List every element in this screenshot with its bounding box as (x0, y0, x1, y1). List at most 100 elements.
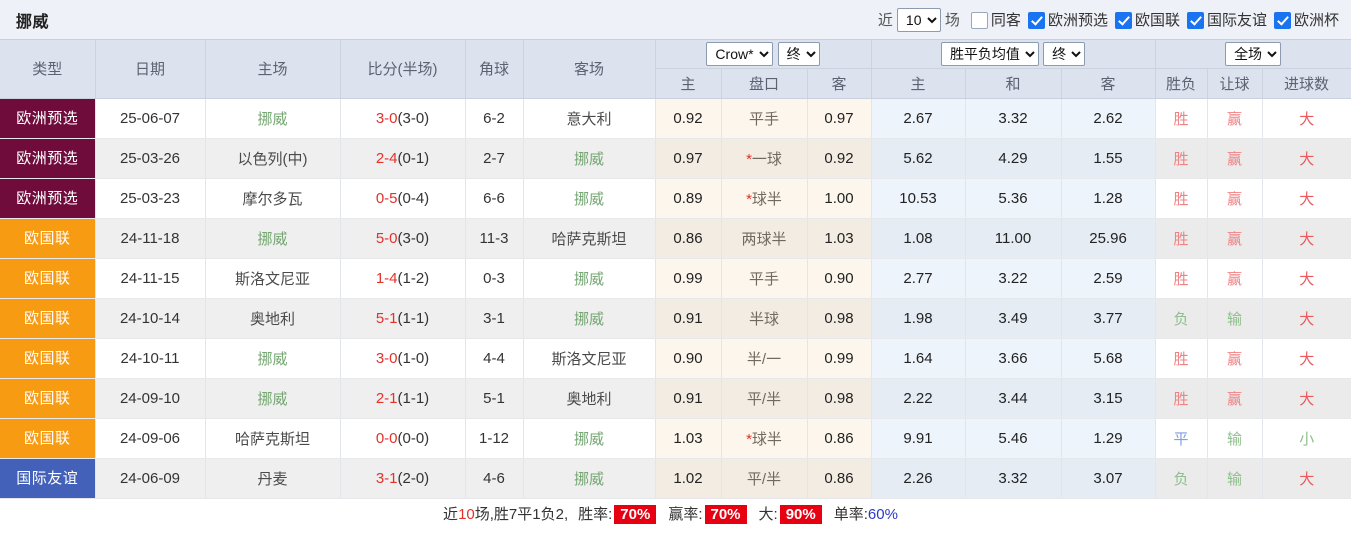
score-halftime: (0-1) (397, 149, 430, 167)
row-home-team[interactable]: 丹麦 (205, 458, 341, 499)
row-home-team[interactable]: 挪威 (205, 378, 341, 419)
home-team-name[interactable]: 挪威 (257, 110, 288, 128)
row-home-team[interactable]: 挪威 (205, 98, 341, 139)
home-team-name[interactable]: 挪威 (257, 230, 288, 248)
row-handicap-away: 0.97 (807, 98, 872, 139)
table-row[interactable]: 欧国联 24-11-18 挪威 5-0(3-0) 11-3 哈萨克斯坦 0.86 两球半 1.0… (0, 218, 1351, 259)
comp-checkbox-euro-qualifier[interactable] (1027, 12, 1045, 29)
odds-type-select[interactable]: 胜平负均值 (940, 41, 1039, 66)
row-away-team[interactable]: 斯洛文尼亚 (523, 338, 656, 379)
home-team-name[interactable]: 哈萨克斯坦 (234, 430, 310, 448)
row-home-team[interactable]: 奥地利 (205, 298, 341, 339)
away-team-name[interactable]: 奥地利 (566, 390, 612, 408)
score-text: 0-5(0-4) (376, 190, 429, 207)
odds-home-value: 2.77 (903, 269, 933, 287)
row-home-team[interactable]: 挪威 (205, 218, 341, 259)
odds-away-value: 1.55 (1093, 149, 1123, 167)
away-team-name[interactable]: 挪威 (573, 270, 604, 288)
table-row[interactable]: 欧国联 24-09-06 哈萨克斯坦 0-0(0-0) 1-12 挪威 1.03 *球半 0.8… (0, 418, 1351, 459)
handicap-home-odds: 0.91 (673, 389, 703, 407)
home-team-name[interactable]: 挪威 (257, 390, 288, 408)
recent-count-select[interactable]: 10 (896, 7, 941, 32)
odds-draw-value: 5.36 (998, 189, 1028, 207)
table-row[interactable]: 国际友谊 24-06-09 丹麦 3-1(2-0) 4-6 挪威 1.02 平/半 0.86 2.… (0, 458, 1351, 499)
home-team-name[interactable]: 斯洛文尼亚 (234, 270, 310, 288)
home-team-name[interactable]: 奥地利 (249, 310, 295, 328)
score-fulltime: 0-0 (375, 429, 398, 447)
table-row[interactable]: 欧国联 24-10-11 挪威 3-0(1-0) 4-4 斯洛文尼亚 0.90 半/一 0.99… (0, 338, 1351, 379)
score-text: 0-0(0-0) (376, 430, 429, 447)
date-text: 24-11-18 (120, 229, 180, 247)
row-handicap-line: 平手 (721, 258, 808, 299)
same-away-checkbox[interactable] (970, 12, 988, 29)
row-odds-away: 3.07 (1061, 458, 1156, 499)
row-home-team[interactable]: 摩尔多瓦 (205, 178, 341, 219)
big-rate-label: 大: (758, 506, 778, 523)
col-handicap-line: 盘口 (721, 68, 808, 99)
row-away-team[interactable]: 挪威 (523, 258, 656, 299)
row-date: 25-06-07 (95, 98, 206, 139)
row-home-team[interactable]: 以色列(中) (205, 138, 341, 179)
away-team-name[interactable]: 哈萨克斯坦 (551, 230, 627, 248)
row-handicap-home: 0.91 (655, 298, 722, 339)
type-badge-label: 欧国联 (0, 338, 94, 377)
row-home-team[interactable]: 挪威 (205, 338, 341, 379)
corner-text: 6-6 (483, 189, 505, 207)
handicap-line-text: 两球半 (741, 230, 787, 248)
row-result-handicap: 赢 (1207, 178, 1263, 219)
row-away-team[interactable]: 挪威 (523, 178, 656, 219)
row-odds-draw: 5.36 (965, 178, 1062, 219)
handicap-star: * (746, 430, 752, 448)
odds-home-value: 2.22 (903, 389, 933, 407)
row-home-team[interactable]: 哈萨克斯坦 (205, 418, 341, 459)
result-goals-badge: 大 (1299, 110, 1315, 128)
row-home-team[interactable]: 斯洛文尼亚 (205, 258, 341, 299)
row-away-team[interactable]: 哈萨克斯坦 (523, 218, 656, 259)
result-wl-badge: 胜 (1173, 150, 1189, 168)
row-odds-home: 1.64 (871, 338, 966, 379)
comp-checkbox-friendly[interactable] (1186, 12, 1204, 29)
row-type-badge: 欧国联 (0, 258, 96, 299)
row-result-goals: 大 (1262, 258, 1351, 299)
away-team-name[interactable]: 挪威 (573, 190, 604, 208)
away-team-name[interactable]: 挪威 (573, 470, 604, 488)
table-row[interactable]: 欧国联 24-11-15 斯洛文尼亚 1-4(1-2) 0-3 挪威 0.99 平手 0.90 2… (0, 258, 1351, 299)
away-team-name[interactable]: 意大利 (566, 110, 612, 128)
row-handicap-away: 0.92 (807, 138, 872, 179)
scope-select[interactable]: 全场 (1225, 41, 1282, 66)
row-away-team[interactable]: 挪威 (523, 418, 656, 459)
comp-checkbox-euro-cup[interactable] (1273, 12, 1291, 29)
home-team-name[interactable]: 丹麦 (257, 470, 288, 488)
row-away-team[interactable]: 挪威 (523, 458, 656, 499)
row-result-wl: 胜 (1155, 138, 1208, 179)
away-team-name[interactable]: 挪威 (573, 150, 604, 168)
table-row[interactable]: 欧洲预选 25-06-07 挪威 3-0(3-0) 6-2 意大利 0.92 平手 0.97 2.… (0, 98, 1351, 139)
handicap-stage-select[interactable]: 终 (777, 41, 820, 66)
away-team-name[interactable]: 挪威 (573, 430, 604, 448)
away-team-name[interactable]: 挪威 (573, 310, 604, 328)
score-halftime: (3-0) (397, 109, 430, 127)
row-score: 3-0(3-0) (340, 98, 466, 139)
scope-selector-cell: 全场 (1155, 40, 1351, 69)
row-handicap-away: 0.99 (807, 338, 872, 379)
row-away-team[interactable]: 挪威 (523, 298, 656, 339)
home-team-name[interactable]: 以色列(中) (237, 150, 308, 168)
comp-checkbox-nations-league[interactable] (1114, 12, 1132, 29)
bookmaker-select[interactable]: Crow* (706, 41, 774, 66)
row-handicap-home: 0.89 (655, 178, 722, 219)
result-goals-badge: 大 (1299, 470, 1315, 488)
table-row[interactable]: 欧国联 24-09-10 挪威 2-1(1-1) 5-1 奥地利 0.91 平/半 0.98 2.… (0, 378, 1351, 419)
result-handicap-badge: 赢 (1227, 230, 1243, 248)
table-row[interactable]: 欧洲预选 25-03-23 摩尔多瓦 0-5(0-4) 6-6 挪威 0.89 *球半 1.00… (0, 178, 1351, 219)
row-away-team[interactable]: 奥地利 (523, 378, 656, 419)
odds-stage-select[interactable]: 终 (1043, 41, 1086, 66)
home-team-name[interactable]: 摩尔多瓦 (242, 190, 303, 208)
table-row[interactable]: 欧洲预选 25-03-26 以色列(中) 2-4(0-1) 2-7 挪威 0.97 *一球 0.… (0, 138, 1351, 179)
row-away-team[interactable]: 意大利 (523, 98, 656, 139)
row-result-handicap: 赢 (1207, 378, 1263, 419)
row-away-team[interactable]: 挪威 (523, 138, 656, 179)
home-team-name[interactable]: 挪威 (257, 350, 288, 368)
table-row[interactable]: 欧国联 24-10-14 奥地利 5-1(1-1) 3-1 挪威 0.91 半球 0.98 1.9… (0, 298, 1351, 339)
away-team-name[interactable]: 斯洛文尼亚 (551, 350, 627, 368)
comp-label-friendly: 国际友谊 (1206, 12, 1267, 29)
